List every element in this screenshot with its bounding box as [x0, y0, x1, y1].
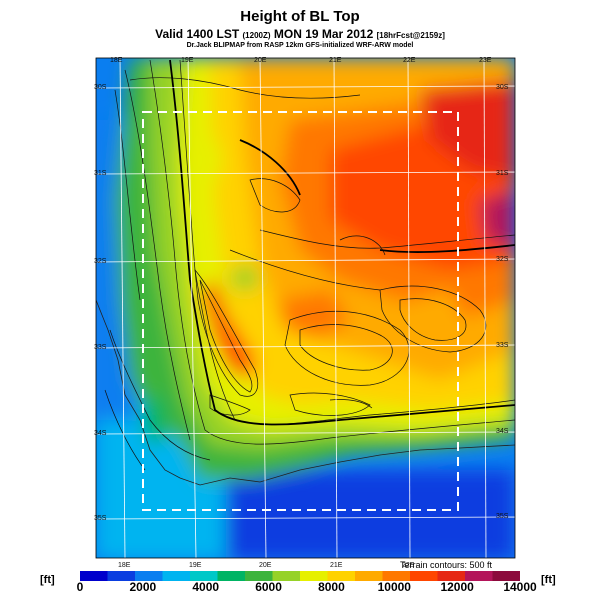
- colorbar-swatch: [410, 571, 438, 581]
- bold-contours: [169, 59, 515, 426]
- map-frame: [95, 57, 516, 559]
- model-credit: Dr.Jack BLIPMAP from RASP 12km GFS-initi…: [186, 42, 414, 49]
- right-lat-label: 30S: [496, 84, 509, 91]
- left-lat-label: 31S: [94, 170, 107, 177]
- bottom-lon-label: 19E: [189, 562, 202, 569]
- colorbar-swatch: [107, 571, 136, 581]
- colorbar-swatch: [162, 571, 191, 581]
- colorbar-swatch: [465, 571, 493, 581]
- forecast-run: [18hrFcst@2159z]: [376, 31, 445, 40]
- colorbar-label: 12000: [440, 580, 474, 594]
- valid-date: MON 19 Mar 2012: [273, 27, 374, 41]
- colorbar-swatch: [300, 571, 328, 581]
- bottom-lon-label: 20E: [259, 562, 272, 569]
- colorbar-label: 10000: [377, 580, 411, 594]
- colorbar-swatch: [217, 571, 246, 581]
- colorbar-label: 2000: [129, 580, 157, 594]
- left-lat-label: 34S: [94, 430, 107, 437]
- top-lon-label: 22E: [403, 57, 416, 64]
- right-lat-label: 33S: [496, 342, 509, 349]
- colorbar-label: 14000: [503, 580, 537, 594]
- graticule: [95, 57, 516, 559]
- left-lat-label: 32S: [94, 258, 107, 265]
- top-lon-label: 18E: [110, 57, 123, 64]
- colorbar-swatch: [492, 571, 520, 581]
- colorbar-label: 4000: [192, 580, 220, 594]
- left-lat-label: 30S: [94, 84, 107, 91]
- height-field: [96, 58, 515, 558]
- colorbar-swatch: [437, 571, 466, 581]
- colorbar-swatch: [327, 571, 356, 581]
- map-title: Height of BL Top: [240, 8, 360, 25]
- right-lat-label: 35S: [496, 513, 509, 520]
- right-lat-label: 34S: [496, 428, 509, 435]
- terrain-contour-note: Terrain contours: 500 ft: [400, 560, 493, 570]
- colorbar-swatch: [135, 571, 163, 581]
- top-lon-label: 19E: [181, 57, 194, 64]
- valid-time: Valid 1400 LST: [155, 27, 240, 41]
- colorbar-swatch: [382, 571, 411, 581]
- bottom-lon-label: 21E: [330, 562, 343, 569]
- coastline: [96, 299, 515, 486]
- colorbar-label: 6000: [255, 580, 282, 594]
- unit-label-right: [ft]: [541, 574, 556, 586]
- inner-domain-box: [142, 111, 459, 511]
- top-lon-label: 21E: [329, 57, 342, 64]
- top-lon-label: 23E: [479, 57, 492, 64]
- left-lat-label: 33S: [94, 344, 107, 351]
- colorbar-label: 0: [76, 580, 84, 594]
- colorbar-swatch: [80, 571, 108, 581]
- bottom-lon-label: 22E: [402, 562, 415, 569]
- top-lon-label: 20E: [254, 57, 267, 64]
- colorbar: [80, 571, 520, 581]
- right-lat-label: 31S: [496, 170, 509, 177]
- colorbar-label: 8000: [318, 580, 345, 594]
- colorbar-swatch: [190, 571, 218, 581]
- colorbar-swatch: [245, 571, 273, 581]
- colorbar-swatch: [355, 571, 383, 581]
- bottom-lon-label: 18E: [118, 562, 131, 569]
- utc-code: (1200Z): [242, 31, 271, 40]
- right-lat-label: 32S: [496, 256, 509, 263]
- map-subtitle: Valid 1400 LST (1200Z) MON 19 Mar 2012 […: [0, 27, 600, 41]
- unit-label-left: [ft]: [40, 574, 55, 586]
- left-lat-label: 35S: [94, 515, 107, 522]
- colorbar-swatch: [272, 571, 301, 581]
